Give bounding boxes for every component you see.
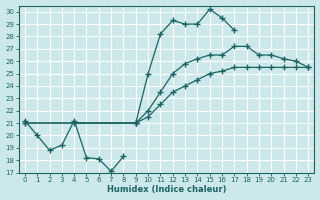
X-axis label: Humidex (Indice chaleur): Humidex (Indice chaleur): [107, 185, 226, 194]
